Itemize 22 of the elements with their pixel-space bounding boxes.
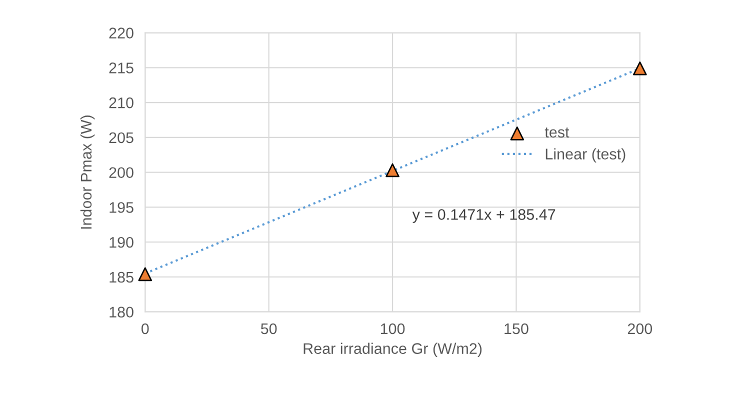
- x-tick-label: 200: [628, 323, 652, 334]
- point: [633, 61, 647, 76]
- y-tick-label: 190: [110, 236, 134, 248]
- y-axis-title: Indoor Pmax (W): [80, 116, 95, 229]
- y-tick-label: 195: [110, 202, 134, 213]
- x-tick-label: 150: [504, 323, 528, 334]
- y-tick-label: 205: [109, 132, 134, 144]
- y-tick-label: 220: [109, 28, 134, 38]
- point: [138, 267, 152, 282]
- y-tick-label: 215: [109, 62, 134, 74]
- x-tick-label: 50: [260, 323, 277, 334]
- y-tick-label: 200: [109, 167, 134, 178]
- legend-label: Linear (test): [546, 148, 626, 162]
- y-tick-label: 180: [110, 306, 134, 318]
- y-tick-label: 210: [109, 97, 134, 108]
- x-tick-label: 100: [380, 323, 405, 334]
- point: [386, 163, 400, 178]
- x-axis-title: Rear irradiance Gr (W/m2): [304, 342, 482, 357]
- legend-label: test: [544, 128, 570, 138]
- annotation: y = 0.1471x + 185.47: [412, 209, 556, 223]
- x-tick-label: 0: [141, 323, 149, 334]
- y-tick-label: 185: [110, 272, 134, 283]
